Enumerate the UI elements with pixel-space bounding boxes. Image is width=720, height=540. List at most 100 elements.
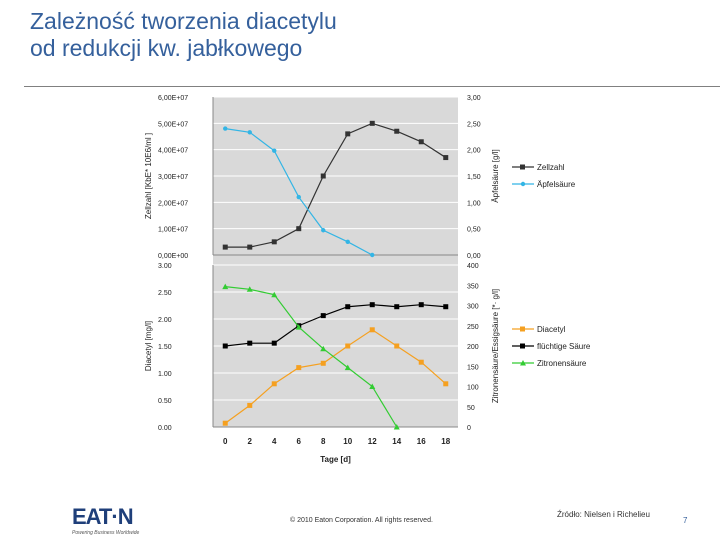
- page-number: 7: [683, 516, 688, 525]
- data-point: [394, 304, 400, 310]
- data-point: [418, 359, 424, 365]
- data-point: [344, 364, 351, 371]
- slide-title-line2: od redukcji kw. jabłkowego: [30, 35, 303, 61]
- data-point: [247, 402, 253, 408]
- y2-tick-label: 50: [467, 405, 475, 412]
- footer-source: Źródło: Nielsen i Richelieu: [557, 510, 650, 519]
- data-point: [296, 226, 302, 232]
- y2-tick-label: 150: [467, 364, 479, 371]
- y-axis-label: Diacetyl [mg/l]: [144, 321, 153, 371]
- data-point: [369, 383, 376, 389]
- slide-title: Zależność tworzenia diacetylu od redukcj…: [30, 8, 550, 62]
- data-point: [393, 424, 400, 430]
- data-point: [443, 155, 449, 161]
- legend-label: Zellzahl: [537, 163, 565, 172]
- data-point: [369, 327, 375, 333]
- data-point: [320, 360, 326, 366]
- x-tick-label: 4: [272, 437, 277, 446]
- y-tick-label: 0.50: [158, 398, 172, 405]
- logo-tagline: Powering Business Worldwide: [72, 530, 140, 536]
- series-line-diacetyl: [224, 329, 447, 424]
- legend-label: Äpfelsäure: [537, 180, 576, 189]
- y-tick-label: 3,00E+07: [158, 174, 188, 181]
- y2-tick-label: 250: [467, 324, 479, 331]
- data-point: [321, 228, 326, 233]
- data-point: [271, 291, 278, 298]
- data-point: [369, 120, 375, 126]
- y-tick-label: 1.00: [158, 371, 172, 378]
- x-tick-label: 14: [392, 437, 401, 446]
- data-point: [418, 139, 424, 145]
- y-axis-label: Zellzahl [KbE* 10E6/ml ]: [144, 133, 153, 219]
- x-tick-label: 0: [223, 437, 228, 446]
- series-line-zitronens-ure: [225, 286, 398, 428]
- data-point: [223, 126, 228, 131]
- data-point: [296, 194, 301, 200]
- series-line-fl-chtige-s-ure: [225, 304, 446, 347]
- y-tick-label: 1,00E+07: [158, 227, 188, 234]
- x-tick-label: 6: [297, 437, 302, 446]
- y2-tick-label: 200: [467, 344, 479, 351]
- y2-tick-label: 300: [467, 304, 479, 311]
- data-point: [247, 340, 253, 346]
- legend-marker: [520, 360, 526, 366]
- y2-tick-label: 3,00: [467, 95, 481, 102]
- footer-copyright: © 2010 Eaton Corporation. All rights res…: [290, 517, 433, 524]
- y-tick-label: 0.00: [158, 425, 172, 432]
- y-tick-label: 2,00E+07: [158, 200, 188, 207]
- y-tick-label: 2.50: [158, 290, 172, 297]
- data-point: [247, 244, 253, 250]
- y-tick-label: 5,00E+07: [158, 121, 188, 128]
- legend-label: flüchtige Säure: [537, 342, 591, 351]
- legend-marker: [520, 164, 525, 170]
- y-tick-label: 0,00E+00: [158, 253, 188, 260]
- data-point: [272, 148, 277, 153]
- x-axis-label: Tage [d]: [320, 455, 351, 464]
- data-point: [222, 420, 228, 426]
- x-tick-label: 2: [248, 437, 253, 446]
- data-point: [320, 313, 326, 319]
- x-tick-label: 8: [321, 437, 326, 446]
- y2-axis-label: Äpfelsäure [g/l]: [491, 149, 500, 202]
- slide-title-line1: Zależność tworzenia diacetylu: [30, 8, 337, 34]
- data-point: [345, 239, 350, 245]
- data-point: [345, 131, 351, 137]
- x-tick-label: 18: [441, 437, 450, 446]
- data-point: [320, 173, 326, 179]
- data-point: [296, 365, 302, 371]
- y2-tick-label: 0: [467, 425, 471, 432]
- y2-tick-label: 1,00: [467, 200, 481, 207]
- series-line-zellzahl: [225, 122, 447, 248]
- data-point: [345, 343, 351, 349]
- legend-marker: [520, 181, 526, 187]
- y-tick-label: 2.00: [158, 317, 172, 324]
- data-point: [369, 302, 375, 308]
- data-point: [295, 324, 302, 330]
- data-point: [271, 239, 277, 245]
- y-tick-label: 3.00: [158, 263, 172, 270]
- y2-tick-label: 2,50: [467, 121, 481, 128]
- data-point: [247, 130, 252, 135]
- data-point: [394, 343, 400, 349]
- y2-tick-label: 1,50: [467, 174, 481, 181]
- eaton-logo: EAT·N Powering Business Worldwide: [72, 506, 140, 537]
- y2-axis-label: Zitronensäure/Essigsäure [*· g/l]: [491, 289, 500, 403]
- data-point: [271, 340, 277, 346]
- legend-label: Diacetyl: [537, 325, 566, 334]
- y-tick-label: 1.50: [158, 344, 172, 351]
- data-point: [443, 304, 449, 310]
- data-point: [320, 345, 327, 352]
- data-point: [345, 304, 351, 310]
- y2-tick-label: 350: [467, 283, 479, 290]
- x-tick-label: 16: [417, 437, 426, 446]
- y2-tick-label: 0,50: [467, 227, 481, 234]
- title-divider: [24, 86, 720, 87]
- y-tick-label: 6,00E+07: [158, 95, 188, 102]
- y-tick-label: 4,00E+07: [158, 148, 188, 155]
- y2-tick-label: 100: [467, 385, 479, 392]
- plot-background: [213, 97, 458, 427]
- legend-marker: [520, 326, 525, 332]
- data-point: [370, 252, 375, 258]
- data-point: [418, 302, 424, 308]
